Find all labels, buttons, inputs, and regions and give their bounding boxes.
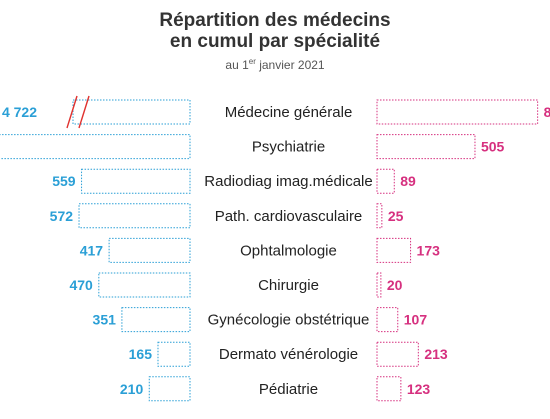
bar-right-2 bbox=[376, 168, 395, 194]
category-label-6: Gynécologie obstétrique bbox=[208, 312, 370, 329]
bar-left-2 bbox=[81, 168, 191, 194]
value-label-left-8: 210 bbox=[120, 381, 144, 397]
subtitle-suffix: janvier 2021 bbox=[255, 58, 325, 72]
value-label-right-5: 20 bbox=[387, 277, 403, 293]
category-label-7: Dermato vénérologie bbox=[219, 346, 358, 363]
value-label-right-6: 107 bbox=[404, 312, 428, 328]
category-label-5: Chirurgie bbox=[258, 277, 319, 294]
value-label-left-5: 470 bbox=[69, 277, 93, 293]
category-label-4: Ophtalmologie bbox=[240, 242, 337, 259]
bar-right-4 bbox=[376, 237, 412, 263]
bar-right-1 bbox=[376, 134, 476, 160]
bar-left-3 bbox=[78, 203, 191, 229]
bar-right-5 bbox=[376, 272, 382, 298]
value-label-right-7: 213 bbox=[424, 346, 448, 362]
axis-break-mark-1 bbox=[78, 95, 90, 129]
subtitle-superscript: er bbox=[248, 57, 256, 66]
category-label-2: Radiodiag imag.médicale bbox=[204, 173, 372, 190]
bar-right-8 bbox=[376, 376, 402, 402]
bar-right-0 bbox=[376, 99, 539, 125]
category-label-1: Psychiatrie bbox=[252, 139, 325, 156]
bar-left-8 bbox=[148, 376, 191, 402]
bar-left-5 bbox=[98, 272, 191, 298]
value-label-left-2: 559 bbox=[52, 173, 76, 189]
value-label-left-6: 351 bbox=[93, 312, 117, 328]
bar-left-4 bbox=[108, 237, 191, 263]
value-label-right-0: 828 bbox=[544, 104, 550, 120]
value-label-left-3: 572 bbox=[50, 208, 74, 224]
bar-right-3 bbox=[376, 203, 383, 229]
value-label-right-1: 505 bbox=[481, 139, 505, 155]
value-label-left-4: 417 bbox=[80, 242, 104, 258]
category-label-0: Médecine générale bbox=[225, 104, 353, 121]
value-label-left-0: 4 722 bbox=[2, 104, 37, 120]
value-label-left-7: 165 bbox=[129, 346, 153, 362]
value-label-right-3: 25 bbox=[388, 208, 404, 224]
chart-title-line-2: en cumul par spécialité bbox=[169, 31, 381, 52]
subtitle-prefix: au 1 bbox=[225, 58, 249, 72]
axis-break-mark-0 bbox=[66, 95, 78, 129]
category-label-8: Pédiatrie bbox=[259, 381, 318, 398]
bar-left-7 bbox=[157, 341, 191, 367]
bar-left-0 bbox=[72, 99, 191, 125]
value-label-right-4: 173 bbox=[417, 242, 441, 258]
value-label-right-8: 123 bbox=[407, 381, 431, 397]
chart-title-line-1: Répartition des médecins bbox=[159, 10, 391, 31]
chart-subtitle: au 1er janvier 2021 bbox=[0, 57, 550, 72]
bar-left-6 bbox=[121, 307, 191, 333]
chart-title: Répartition des médecins en cumul par sp… bbox=[0, 10, 550, 52]
bar-left-1 bbox=[0, 134, 191, 160]
bar-right-7 bbox=[376, 341, 419, 367]
bar-right-6 bbox=[376, 307, 399, 333]
category-label-3: Path. cardiovasculaire bbox=[215, 208, 363, 225]
value-label-right-2: 89 bbox=[400, 173, 416, 189]
